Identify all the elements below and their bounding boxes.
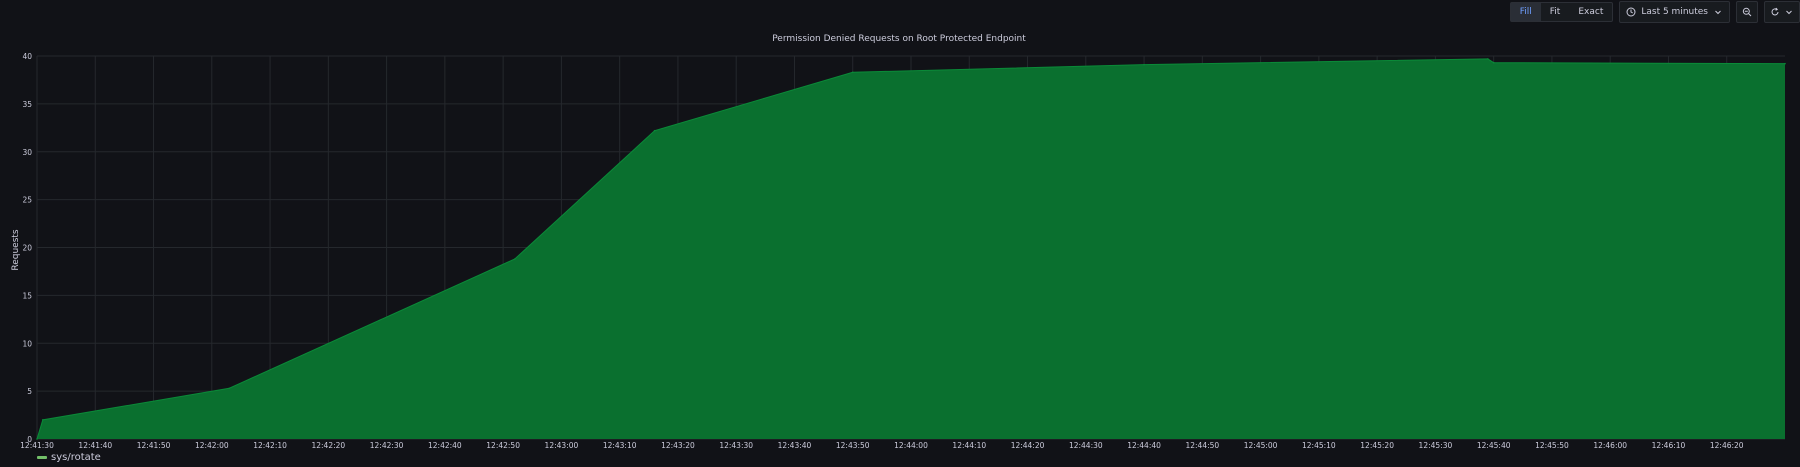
y-tick-label: 25 [22, 196, 32, 205]
legend-swatch [37, 456, 47, 459]
fit-button[interactable]: Fit [1541, 3, 1570, 21]
x-tick-label: 12:44:10 [952, 441, 986, 450]
y-tick-label: 5 [27, 387, 32, 396]
x-tick-label: 12:43:40 [778, 441, 812, 450]
x-tick-label: 12:41:50 [137, 441, 171, 450]
chart-title: Permission Denied Requests on Root Prote… [772, 34, 1026, 44]
x-tick-label: 12:42:20 [311, 441, 345, 450]
data-point [36, 438, 38, 440]
fill-button[interactable]: Fill [1510, 3, 1541, 21]
y-tick-label: 0 [27, 435, 32, 444]
x-tick-label: 12:42:00 [195, 441, 229, 450]
data-point [1784, 62, 1786, 65]
x-tick-label: 12:43:10 [603, 441, 637, 450]
zoom-out-icon [1742, 7, 1752, 17]
x-tick-label: 12:44:00 [894, 441, 928, 450]
x-tick-label: 12:43:50 [836, 441, 870, 450]
x-tick-label: 12:42:40 [428, 441, 462, 450]
data-point [851, 71, 854, 74]
x-tick-label: 12:46:20 [1710, 441, 1744, 450]
x-tick-label: 12:41:30 [20, 441, 54, 450]
x-tick-label: 12:42:30 [370, 441, 404, 450]
x-tick-label: 12:46:10 [1652, 441, 1686, 450]
x-tick-label: 12:45:40 [1477, 441, 1511, 450]
time-range-picker[interactable]: Last 5 minutes [1619, 1, 1730, 23]
legend-label[interactable]: sys/rotate [51, 452, 101, 463]
data-point [653, 129, 656, 132]
clock-icon [1626, 7, 1636, 17]
x-tick-label: 12:43:30 [719, 441, 753, 450]
y-tick-label: 35 [22, 100, 32, 109]
y-tick-label: 10 [22, 339, 32, 348]
data-point [1492, 61, 1495, 64]
y-tick-label: 15 [22, 291, 32, 300]
area-fill [37, 58, 1785, 440]
x-tick-label: 12:45:00 [1244, 441, 1278, 450]
x-axis-ticks: 12:41:30 12:41:40 12:41:50 12:42:00 12:42:10… [20, 441, 1744, 450]
chevron-down-icon [1713, 7, 1723, 17]
panel-toolbar: Fill Fit Exact Last 5 minutes [1509, 1, 1800, 23]
x-tick-label: 12:42:50 [486, 441, 520, 450]
x-tick-label: 12:46:00 [1593, 441, 1627, 450]
x-tick-label: 12:45:50 [1535, 441, 1569, 450]
series-line [36, 58, 1786, 440]
y-axis-ticks: 0 5 10 15 20 25 30 35 40 [22, 52, 32, 444]
refresh-icon [1770, 7, 1780, 17]
y-tick-label: 30 [22, 148, 32, 157]
legend: sys/rotate [37, 452, 101, 463]
x-tick-label: 12:44:50 [1185, 441, 1219, 450]
x-tick-label: 12:45:30 [1419, 441, 1453, 450]
refresh-button[interactable] [1764, 1, 1800, 23]
x-tick-label: 12:44:40 [1127, 441, 1161, 450]
y-tick-label: 40 [22, 52, 32, 61]
x-tick-label: 12:44:20 [1011, 441, 1045, 450]
zoom-out-button[interactable] [1736, 1, 1758, 23]
data-point [228, 387, 231, 390]
x-tick-label: 12:45:10 [1302, 441, 1336, 450]
y-axis-label: Requests [11, 229, 21, 271]
data-point [42, 419, 44, 421]
exact-button[interactable]: Exact [1569, 3, 1612, 21]
x-tick-label: 12:43:00 [545, 441, 579, 450]
x-tick-label: 12:43:20 [661, 441, 695, 450]
view-mode-toggle: Fill Fit Exact [1509, 2, 1614, 22]
series-group [36, 58, 1786, 440]
chevron-down-icon [1784, 7, 1794, 17]
data-point [513, 258, 516, 260]
x-tick-label: 12:44:30 [1069, 441, 1103, 450]
y-tick-label: 20 [22, 244, 32, 253]
time-range-label: Last 5 minutes [1641, 7, 1708, 17]
x-tick-label: 12:41:40 [78, 441, 112, 450]
x-tick-label: 12:42:10 [253, 441, 287, 450]
data-point [1487, 58, 1489, 60]
x-tick-label: 12:45:20 [1360, 441, 1394, 450]
data-point [1143, 63, 1145, 66]
